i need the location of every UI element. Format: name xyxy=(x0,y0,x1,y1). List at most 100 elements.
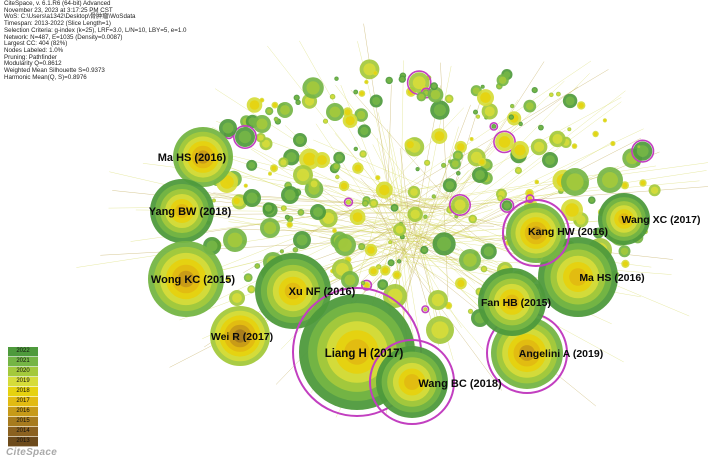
small-node[interactable] xyxy=(456,171,461,176)
medium-node[interactable] xyxy=(334,234,356,256)
small-node[interactable] xyxy=(473,109,478,115)
small-node[interactable] xyxy=(271,101,279,109)
small-node[interactable] xyxy=(556,91,561,97)
small-node[interactable] xyxy=(385,76,393,85)
small-node[interactable] xyxy=(377,279,389,290)
small-node[interactable] xyxy=(375,181,393,199)
small-node[interactable] xyxy=(430,82,438,91)
small-node[interactable] xyxy=(297,209,305,216)
small-node[interactable] xyxy=(493,130,516,154)
medium-node[interactable] xyxy=(293,133,307,147)
small-node[interactable] xyxy=(549,92,554,98)
small-node[interactable] xyxy=(423,214,428,219)
small-node[interactable] xyxy=(592,130,599,138)
small-node[interactable] xyxy=(510,103,515,109)
small-node[interactable] xyxy=(477,89,494,107)
cited-reference-node[interactable] xyxy=(255,253,331,329)
small-node[interactable] xyxy=(480,243,497,260)
small-node[interactable] xyxy=(357,124,371,138)
small-node[interactable] xyxy=(392,270,402,280)
small-node[interactable] xyxy=(455,277,467,290)
small-node[interactable] xyxy=(270,164,278,173)
small-node[interactable] xyxy=(469,137,474,141)
medium-node[interactable] xyxy=(561,199,583,221)
small-node[interactable] xyxy=(567,127,572,132)
small-node[interactable] xyxy=(442,178,457,193)
small-node[interactable] xyxy=(278,157,289,168)
medium-node[interactable] xyxy=(314,152,330,168)
small-node[interactable] xyxy=(424,159,431,166)
small-node[interactable] xyxy=(243,183,248,188)
small-node[interactable] xyxy=(398,75,406,83)
small-node[interactable] xyxy=(369,198,379,208)
small-node[interactable] xyxy=(480,265,488,273)
small-node[interactable] xyxy=(454,140,467,154)
small-node[interactable] xyxy=(293,94,300,101)
small-node[interactable] xyxy=(368,266,379,277)
small-node[interactable] xyxy=(332,228,337,234)
medium-node[interactable] xyxy=(383,284,407,308)
small-node[interactable] xyxy=(342,107,353,118)
cited-reference-node[interactable] xyxy=(486,312,568,394)
small-node[interactable] xyxy=(358,90,366,97)
small-node[interactable] xyxy=(280,205,287,212)
medium-node[interactable] xyxy=(281,186,299,204)
small-node[interactable] xyxy=(415,167,420,172)
small-node[interactable] xyxy=(523,99,537,113)
small-node[interactable] xyxy=(430,100,450,120)
cited-reference-node[interactable] xyxy=(502,199,570,267)
small-node[interactable] xyxy=(329,93,336,100)
small-node[interactable] xyxy=(508,114,514,120)
small-node[interactable] xyxy=(562,93,578,109)
small-node[interactable] xyxy=(352,162,364,174)
small-node[interactable] xyxy=(211,198,216,203)
small-node[interactable] xyxy=(286,221,293,228)
small-node[interactable] xyxy=(295,99,301,106)
small-node[interactable] xyxy=(499,198,515,213)
medium-node[interactable] xyxy=(326,103,344,121)
small-node[interactable] xyxy=(602,118,608,123)
medium-node[interactable] xyxy=(448,194,471,217)
small-node[interactable] xyxy=(333,151,346,164)
medium-node[interactable] xyxy=(233,125,258,150)
small-node[interactable] xyxy=(393,223,407,237)
small-node[interactable] xyxy=(335,174,340,180)
small-node[interactable] xyxy=(496,74,509,87)
small-node[interactable] xyxy=(361,199,369,207)
small-node[interactable] xyxy=(279,249,284,254)
medium-node[interactable] xyxy=(219,119,237,137)
small-node[interactable] xyxy=(610,140,616,147)
medium-node[interactable] xyxy=(597,167,623,193)
small-node[interactable] xyxy=(292,247,299,253)
small-node[interactable] xyxy=(388,240,393,245)
small-node[interactable] xyxy=(441,162,447,168)
medium-node[interactable] xyxy=(260,218,280,238)
small-node[interactable] xyxy=(390,204,399,212)
small-node[interactable] xyxy=(404,138,417,151)
medium-node[interactable] xyxy=(341,271,359,289)
small-node[interactable] xyxy=(489,122,499,131)
small-node[interactable] xyxy=(431,128,448,145)
medium-node[interactable] xyxy=(277,102,293,118)
small-node[interactable] xyxy=(302,77,324,99)
small-node[interactable] xyxy=(273,116,279,122)
small-node[interactable] xyxy=(299,148,321,170)
small-node[interactable] xyxy=(531,87,538,94)
small-node[interactable] xyxy=(225,276,231,282)
medium-node[interactable] xyxy=(459,249,481,271)
small-node[interactable] xyxy=(421,305,430,314)
small-node[interactable] xyxy=(639,179,647,187)
medium-node[interactable] xyxy=(561,168,589,196)
small-node[interactable] xyxy=(361,279,373,291)
cited-reference-node[interactable] xyxy=(210,306,270,366)
small-node[interactable] xyxy=(364,243,378,257)
medium-node[interactable] xyxy=(472,167,488,183)
small-node[interactable] xyxy=(530,138,548,156)
small-node[interactable] xyxy=(481,103,498,120)
small-node[interactable] xyxy=(427,86,444,103)
small-node[interactable] xyxy=(353,89,359,95)
cited-reference-node[interactable] xyxy=(150,179,214,243)
small-node[interactable] xyxy=(375,175,381,181)
small-node[interactable] xyxy=(444,94,454,104)
small-node[interactable] xyxy=(497,195,504,202)
